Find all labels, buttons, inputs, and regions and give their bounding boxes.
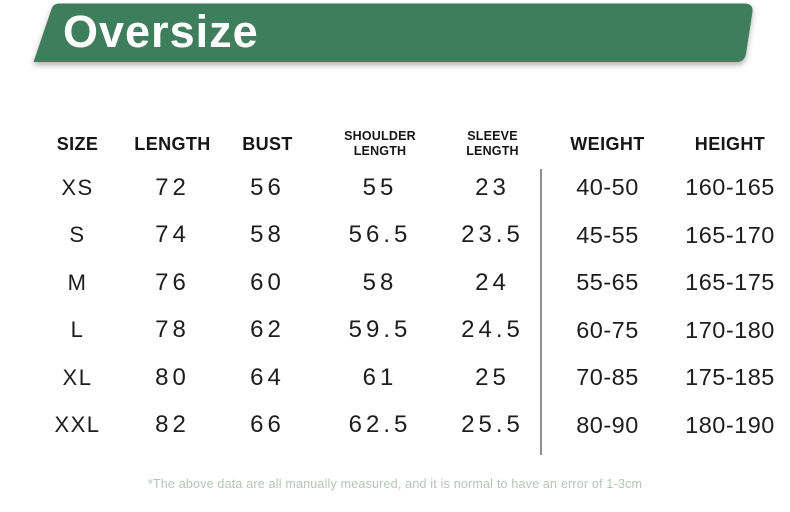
cell-height: 175-185 xyxy=(685,364,775,391)
cell-length: 82 xyxy=(155,411,190,439)
cell-sleeve: 24 xyxy=(475,268,510,296)
cell-bust: 64 xyxy=(250,363,285,391)
cell-shoulder: 61 xyxy=(362,363,398,391)
cell-sleeve: 24.5 xyxy=(461,316,524,344)
cell-shoulder: 56.5 xyxy=(348,221,412,249)
measurement-disclaimer: *The above data are all manually measure… xyxy=(147,477,643,491)
cell-length: 74 xyxy=(155,221,190,249)
cell-size: XL xyxy=(62,364,93,390)
cell-weight: 70-85 xyxy=(576,364,639,391)
cell-length: 80 xyxy=(155,363,190,391)
cell-bust: 58 xyxy=(250,221,285,249)
cell-size: XS xyxy=(61,174,94,200)
cell-length: 72 xyxy=(155,173,190,201)
header-height: HEIGHT xyxy=(694,133,766,154)
header-shoulder-length: SHOULDER LENGTH xyxy=(344,129,416,158)
cell-weight: 80-90 xyxy=(576,411,639,438)
size-chart-table: SIZE LENGTH BUST SHOULDER LENGTH SLEEVE … xyxy=(30,124,785,449)
cell-length: 76 xyxy=(155,268,190,296)
cell-size: S xyxy=(69,222,86,248)
cell-sleeve: 23.5 xyxy=(461,221,524,249)
header-sleeve-length: SLEEVE LENGTH xyxy=(466,129,519,158)
table-row-s: S 74 58 56.5 23.5 45-55 165-170 xyxy=(30,212,785,260)
banner-ribbon-shape xyxy=(33,3,753,62)
header-length: LENGTH xyxy=(134,133,211,154)
cell-shoulder: 62.5 xyxy=(348,411,412,439)
cell-sleeve: 25.5 xyxy=(461,411,524,439)
cell-height: 180-190 xyxy=(685,411,775,438)
cell-weight: 55-65 xyxy=(576,269,639,296)
cell-shoulder: 55 xyxy=(362,173,398,201)
banner-ribbon-path xyxy=(33,3,753,62)
table-column-divider xyxy=(540,169,542,455)
cell-weight: 45-55 xyxy=(576,221,639,248)
table-row-xl: XL 80 64 61 25 70-85 175-185 xyxy=(30,354,785,402)
cell-bust: 66 xyxy=(250,411,285,439)
table-row-xxl: XXL 82 66 62.5 25.5 80-90 180-190 xyxy=(30,402,785,450)
cell-length: 78 xyxy=(155,316,190,344)
cell-size: XXL xyxy=(54,412,101,438)
cell-height: 170-180 xyxy=(685,316,775,343)
cell-sleeve: 23 xyxy=(475,173,510,201)
cell-weight: 40-50 xyxy=(576,174,639,201)
cell-size: M xyxy=(67,269,88,295)
cell-shoulder: 58 xyxy=(362,268,398,296)
cell-height: 165-170 xyxy=(685,221,775,248)
table-header-row: SIZE LENGTH BUST SHOULDER LENGTH SLEEVE … xyxy=(30,124,785,164)
cell-sleeve: 25 xyxy=(475,363,510,391)
cell-bust: 56 xyxy=(250,173,285,201)
cell-height: 165-175 xyxy=(685,269,775,296)
cell-bust: 60 xyxy=(250,268,285,296)
banner-title: Oversize xyxy=(63,6,259,57)
header-weight: WEIGHT xyxy=(570,133,645,154)
header-size: SIZE xyxy=(56,133,99,154)
table-row-xs: XS 72 56 55 23 40-50 160-165 xyxy=(30,164,785,212)
cell-shoulder: 59.5 xyxy=(348,316,412,344)
header-bust: BUST xyxy=(242,133,293,154)
cell-bust: 62 xyxy=(250,316,285,344)
cell-weight: 60-75 xyxy=(576,316,639,343)
cell-height: 160-165 xyxy=(685,174,775,201)
banner: Oversize xyxy=(0,0,790,80)
table-row-m: M 76 60 58 24 55-65 165-175 xyxy=(30,259,785,307)
table-row-l: L 78 62 59.5 24.5 60-75 170-180 xyxy=(30,307,785,355)
cell-size: L xyxy=(70,317,85,343)
